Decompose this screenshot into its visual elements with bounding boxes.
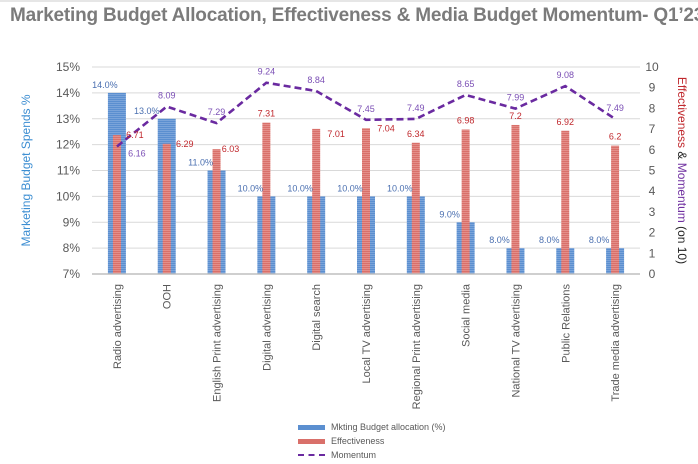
y2-tick-label: 7 <box>649 122 656 136</box>
data-label-momentum: 9.24 <box>258 67 276 77</box>
data-label-effectiveness: 7.31 <box>258 109 276 119</box>
y2-tick-label: 3 <box>649 205 656 219</box>
y2-tick-label: 8 <box>649 101 656 115</box>
data-label-budget: 13.0% <box>134 106 160 116</box>
data-label-momentum: 7.49 <box>407 103 425 113</box>
data-label-budget: 9.0% <box>439 209 460 219</box>
data-label-momentum: 7.29 <box>208 107 226 117</box>
x-tick-label: National TV advertising <box>510 284 522 398</box>
x-tick-label: Social media <box>461 283 473 347</box>
data-label-momentum: 7.99 <box>507 93 525 103</box>
data-label-effectiveness: 6.34 <box>407 129 425 139</box>
y2-tick-label: 1 <box>649 246 656 260</box>
x-tick-label: Regional Print advertising <box>411 284 423 409</box>
x-tick-label: Local TV advertising <box>361 284 373 383</box>
legend-item-momentum: Momentum <box>298 448 446 462</box>
x-tick-label: English Print advertising <box>212 284 224 402</box>
legend-swatch-momentum <box>298 454 325 456</box>
data-label-budget: 8.0% <box>589 235 610 245</box>
data-label-effectiveness: 6.03 <box>222 144 240 154</box>
data-label-effectiveness: 6.71 <box>126 130 144 140</box>
data-label-momentum: 8.84 <box>307 75 325 85</box>
data-label-budget: 8.0% <box>539 235 560 245</box>
data-label-effectiveness: 6.29 <box>176 139 194 149</box>
y-tick-label: 9% <box>63 215 81 229</box>
y2-axis-title-part: & <box>675 148 689 163</box>
data-label-effectiveness: 6.98 <box>457 116 475 126</box>
bar-effectiveness <box>561 130 570 274</box>
y-tick-label: 14% <box>56 86 80 100</box>
data-label-momentum: 9.08 <box>557 70 575 80</box>
data-label-budget: 10.0% <box>387 183 413 193</box>
x-tick-label: OOH <box>162 284 174 309</box>
y-tick-label: 11% <box>57 164 80 178</box>
legend-label-budget: Mkting Budget allocation (%) <box>331 422 446 432</box>
bar-effectiveness <box>112 135 121 274</box>
x-tick-label: Digital search <box>311 284 323 351</box>
legend-item-effectiveness: Effectiveness <box>298 434 446 448</box>
x-tick-label: Public Relations <box>560 284 572 363</box>
y2-tick-label: 10 <box>645 60 659 74</box>
bar-effectiveness <box>411 142 420 274</box>
bars <box>107 92 625 275</box>
x-tick-label: Digital advertising <box>261 284 273 371</box>
data-label-budget: 10.0% <box>238 183 264 193</box>
data-label-effectiveness: 7.01 <box>327 129 345 139</box>
y-tick-label: 12% <box>56 138 80 152</box>
y2-tick-label: 0 <box>649 267 656 281</box>
bar-effectiveness <box>262 122 271 274</box>
data-label-budget: 10.0% <box>337 183 363 193</box>
y2-axis-title-part: Momentum <box>675 163 689 223</box>
y-tick-label: 15% <box>56 60 80 74</box>
y2-axis-title: Effectiveness & Momentum (on 10) <box>675 77 689 264</box>
data-label-effectiveness: 7.04 <box>377 123 395 133</box>
data-label-momentum: 7.45 <box>357 104 375 114</box>
y2-tick-label: 5 <box>649 164 656 178</box>
data-label-momentum: 6.16 <box>128 148 146 158</box>
y2-tick-label: 4 <box>649 184 656 198</box>
y2-tick-label: 2 <box>649 226 656 240</box>
data-label-budget: 14.0% <box>92 80 118 90</box>
momentum-line <box>116 81 616 148</box>
data-label-budget: 10.0% <box>287 183 313 193</box>
legend-label-momentum: Momentum <box>331 450 377 460</box>
legend-swatch-effectiveness <box>298 438 325 444</box>
y-axis-title: Marketing Budget Spends % <box>19 94 33 246</box>
data-label-effectiveness: 7.2 <box>509 111 522 121</box>
y-tick-label: 10% <box>56 189 80 203</box>
bar-effectiveness <box>611 145 620 274</box>
data-label-momentum: 8.09 <box>158 91 176 101</box>
bar-effectiveness <box>162 143 171 274</box>
legend: Mkting Budget allocation (%) Effectivene… <box>298 420 446 462</box>
x-tick-label: Trade media advertising <box>610 284 622 402</box>
data-label-momentum: 8.65 <box>457 79 475 89</box>
y-tick-label: 8% <box>63 241 81 255</box>
top-border <box>0 0 698 2</box>
data-label-effectiveness: 6.2 <box>609 132 622 142</box>
legend-label-effectiveness: Effectiveness <box>331 436 385 446</box>
x-tick-label: Radio advertising <box>112 284 124 369</box>
y2-tick-label: 6 <box>649 143 656 157</box>
momentum-line-group <box>116 81 616 148</box>
y-tick-label: 7% <box>63 267 81 281</box>
axes: 7% 8% 9% 10% 11% 12% 13% 14% 15% 0 1 2 3 4 5 6 7 8 9 10 Radi… <box>19 60 689 409</box>
y2-tick-label: 9 <box>649 81 656 95</box>
data-label-momentum: 7.49 <box>606 103 624 113</box>
bar-effectiveness <box>362 128 370 274</box>
data-label-effectiveness: 6.92 <box>557 117 575 127</box>
legend-swatch-budget <box>298 424 325 430</box>
chart-title: Marketing Budget Allocation, Effectivene… <box>10 5 698 26</box>
legend-item-budget: Mkting Budget allocation (%) <box>298 420 446 434</box>
bar-effectiveness <box>212 149 221 274</box>
y2-axis-title-part: Effectiveness <box>675 77 689 148</box>
y-tick-label: 13% <box>56 112 80 126</box>
bar-effectiveness <box>461 129 470 274</box>
bar-effectiveness <box>312 128 321 274</box>
bar-effectiveness <box>511 124 520 275</box>
data-labels: 14.0% 13.0% 11.0% 10.0% 10.0% 10.0% 10.0% 9.0% 8… <box>92 67 624 245</box>
data-label-budget: 11.0% <box>188 158 213 168</box>
data-label-budget: 8.0% <box>489 235 510 245</box>
y2-axis-title-part: (on 10) <box>675 223 689 264</box>
